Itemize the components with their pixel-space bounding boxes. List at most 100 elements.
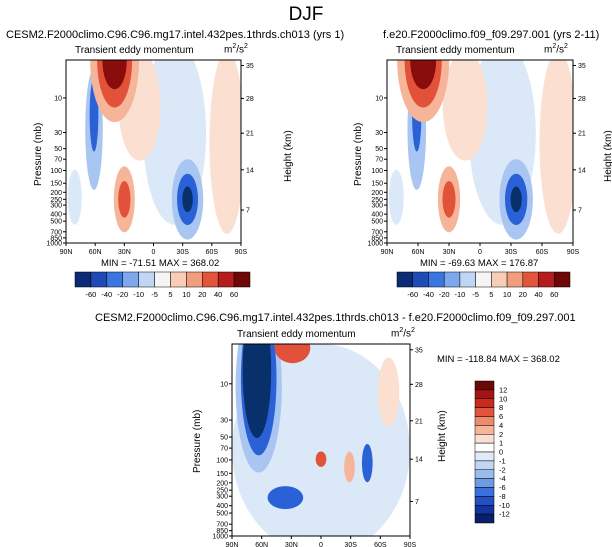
colorbar-label: 6 xyxy=(499,412,503,421)
colorbar-swatch xyxy=(74,271,92,288)
peak-positive xyxy=(442,181,456,218)
y-tick-label: 70 xyxy=(220,446,228,453)
colorbar-swatch xyxy=(396,271,413,288)
x-tick-label: 90N xyxy=(381,249,394,256)
y-tick-label: 300 xyxy=(371,203,383,210)
colorbar-label: 10 xyxy=(503,290,511,299)
x-tick-label: 30S xyxy=(176,249,189,256)
x-tick-label: 0 xyxy=(319,542,323,547)
y-tick-label: 150 xyxy=(50,181,62,188)
colorbar-swatch xyxy=(474,487,495,497)
colorbar-label: -4 xyxy=(499,474,506,483)
y-tick-label: 1000 xyxy=(367,241,383,248)
colorbar-label: 4 xyxy=(499,421,503,430)
panel-left-title: CESM2.F2000climo.C96.C96.mg17.intel.432p… xyxy=(6,29,345,41)
colorbar-label: -2 xyxy=(499,465,506,474)
diff-sh-negative xyxy=(361,443,373,483)
panel-left-stats: MIN = -71.51 MAX = 368.02 xyxy=(101,258,220,269)
x-tick-label: 0 xyxy=(478,249,482,256)
colorbar-label: 8 xyxy=(499,403,503,412)
x-tick-label: 90N xyxy=(60,249,73,256)
y-tick-label: 100 xyxy=(371,168,383,175)
y-tick-label: 700 xyxy=(216,522,228,529)
colorbar-swatch xyxy=(474,442,495,453)
x-tick-label: 60S xyxy=(206,249,219,256)
panel-diff-stats: MIN = -118.84 MAX = 368.02 xyxy=(437,354,560,365)
panel-diff-units: m2/s2 xyxy=(391,327,415,340)
colorbar-swatch xyxy=(412,271,429,288)
y-tick-label: 1000 xyxy=(46,241,62,248)
y-tick-label: 30 xyxy=(54,130,62,137)
colorbar-label: 20 xyxy=(198,290,206,299)
panel-diff-subtitle: Transient eddy momentum xyxy=(237,329,356,340)
y-tick-label: 200 xyxy=(371,190,383,197)
colorbar-swatch xyxy=(138,271,155,288)
y-tick-label: 850 xyxy=(371,235,383,242)
colorbar-label: 40 xyxy=(534,290,542,299)
colorbar-swatch xyxy=(474,416,495,426)
colorbar-swatch xyxy=(474,478,495,488)
x-tick-label: 30S xyxy=(344,542,357,547)
colorbar-swatch xyxy=(491,271,508,288)
x-tick-label: 90S xyxy=(235,249,248,256)
y-right-tick-label: 14 xyxy=(415,457,423,464)
colorbar-swatch xyxy=(474,434,495,444)
colorbar-swatch xyxy=(154,271,171,288)
y-tick-label: 50 xyxy=(220,434,228,441)
panel-right-title: f.e20.F2000climo.f09_f09.297.001 (yrs 2-… xyxy=(383,29,600,41)
colorbar-swatch xyxy=(506,271,524,288)
colorbar-swatch xyxy=(202,271,219,288)
y-tick-label: 50 xyxy=(375,146,383,153)
colorbar-label: -60 xyxy=(407,290,418,299)
x-tick-label: 90S xyxy=(567,249,580,256)
colorbar-label: -20 xyxy=(117,290,128,299)
y-right-tick-label: 28 xyxy=(415,382,423,389)
colorbar-swatch xyxy=(475,271,492,288)
x-tick-label: 60S xyxy=(536,249,549,256)
y-right-tick-label: 21 xyxy=(578,131,586,138)
y-tick-label: 500 xyxy=(50,219,62,226)
colorbar-swatch xyxy=(474,496,495,506)
colorbar-swatch xyxy=(217,271,235,288)
colorbar-label: 10 xyxy=(182,290,190,299)
colorbar-label: 5 xyxy=(489,290,493,299)
colorbar-swatch xyxy=(474,407,495,417)
colorbar-label: -5 xyxy=(151,290,158,299)
colorbar-swatch xyxy=(554,271,571,288)
colorbar-swatch xyxy=(474,389,495,399)
y-tick-label: 400 xyxy=(371,212,383,219)
y-tick-label: 250 xyxy=(216,488,228,495)
colorbar-label: -10 xyxy=(499,501,510,510)
colorbar-swatch xyxy=(428,271,445,288)
colorbar-label: -10 xyxy=(133,290,144,299)
y-tick-label: 200 xyxy=(50,190,62,197)
colorbar-label: -20 xyxy=(439,290,450,299)
colorbar-label: 0 xyxy=(499,448,503,457)
y-tick-label: 30 xyxy=(375,130,383,137)
colorbar-swatch xyxy=(474,469,495,479)
y-right-tick-label: 21 xyxy=(246,131,254,138)
shade-red-pale-upper xyxy=(442,60,488,161)
peak-negative xyxy=(510,186,522,213)
colorbar-label: -40 xyxy=(101,290,112,299)
colorbar-swatch xyxy=(122,271,139,288)
diff-nh-min xyxy=(242,344,272,439)
colorbar-label: 40 xyxy=(214,290,222,299)
panel-right-subtitle: Transient eddy momentum xyxy=(396,45,515,56)
y-tick-label: 30 xyxy=(220,418,228,425)
colorbar-label: 2 xyxy=(499,430,503,439)
y-tick-label: 400 xyxy=(50,212,62,219)
colorbar-swatch xyxy=(474,513,495,524)
y-tick-label: 200 xyxy=(216,480,228,487)
y-right-tick-label: 28 xyxy=(578,96,586,103)
colorbar-swatch xyxy=(474,425,495,435)
diff-eq-positive xyxy=(315,451,327,467)
colorbar-label: 1 xyxy=(499,439,503,448)
y-tick-label: 50 xyxy=(54,146,62,153)
y-tick-label: 10 xyxy=(375,95,383,102)
colorbar-label: -10 xyxy=(454,290,465,299)
y-tick-label: 500 xyxy=(216,511,228,518)
colorbar-label: 60 xyxy=(230,290,238,299)
x-tick-label: 30N xyxy=(285,542,298,547)
